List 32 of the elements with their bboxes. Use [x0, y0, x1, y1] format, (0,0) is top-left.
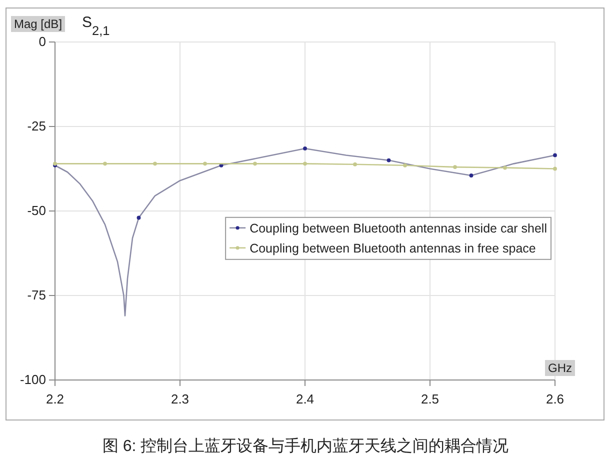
point — [303, 162, 307, 166]
point — [553, 166, 557, 171]
y-tick-label: 0 — [38, 34, 46, 50]
line-series — [54, 148, 556, 316]
y-tick-label: -25 — [27, 118, 46, 134]
point — [203, 162, 207, 166]
point — [386, 158, 391, 162]
x-tick-label: 2.4 — [296, 391, 314, 406]
y-tick-label: -50 — [27, 203, 46, 218]
chart-title: S$_{2,1}$ — [82, 14, 110, 38]
point — [403, 163, 407, 168]
x-tick-label: 2.6 — [546, 391, 564, 406]
x-axis-title: GHz — [548, 361, 572, 375]
caption: 图 6: 控制台上蓝牙设备与手机内蓝牙天线之间的耦合情况 — [102, 437, 509, 455]
point — [553, 153, 557, 158]
legend-label: Coupling between Bluetooth antennas inside car shell — [250, 221, 547, 236]
point — [253, 162, 257, 166]
point — [453, 165, 457, 170]
y-axis-title: Mag [dB] — [14, 17, 62, 31]
point — [503, 166, 507, 170]
x-tick-label: 2.2 — [46, 391, 64, 406]
legend-label: Coupling between Bluetooth antennas in free space — [250, 241, 536, 256]
y-tick-label: -75 — [27, 288, 46, 303]
point — [103, 162, 107, 166]
y-tick-label: -100 — [20, 372, 46, 388]
point — [153, 162, 157, 166]
point — [303, 146, 307, 150]
point — [136, 216, 141, 220]
point — [353, 162, 357, 166]
x-tick-label: 2.5 — [420, 391, 440, 406]
point — [469, 174, 474, 178]
x-tick-label: 2.3 — [170, 391, 190, 406]
